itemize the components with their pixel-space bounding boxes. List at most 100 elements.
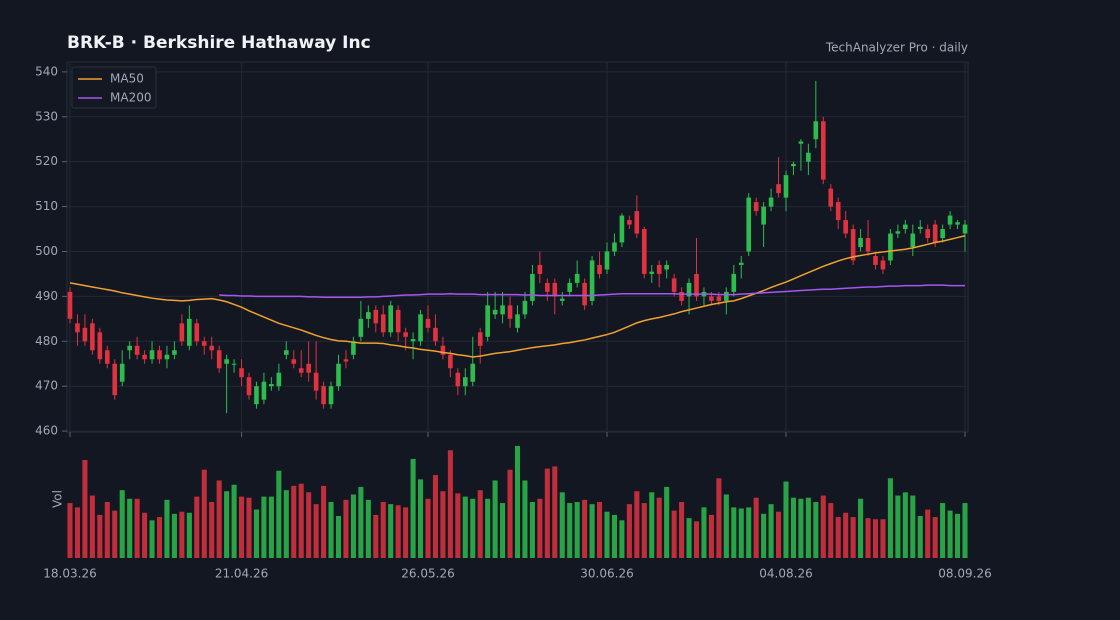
volume-label: Vol — [51, 490, 65, 508]
volume-bar — [418, 479, 424, 558]
volume-bar — [261, 496, 267, 558]
volume-bar — [298, 483, 304, 558]
volume-bar — [313, 504, 319, 558]
volume-bar — [425, 498, 431, 558]
volume-bar — [127, 498, 133, 558]
candle-body — [865, 238, 871, 252]
volume-bar — [768, 504, 774, 558]
volume-bar — [67, 503, 73, 558]
candle-body — [641, 229, 647, 274]
candle-body — [358, 318, 364, 337]
volume-bar — [887, 478, 893, 558]
candle-body — [574, 273, 580, 283]
volume-bar — [649, 492, 655, 558]
candle-body — [828, 188, 834, 207]
volume-bar — [283, 490, 289, 558]
volume-bar — [216, 480, 222, 558]
candle-body — [582, 282, 587, 306]
volume-bar — [350, 494, 356, 558]
candle-body — [627, 220, 632, 225]
candle-body — [164, 354, 170, 360]
volume-bar — [74, 507, 80, 558]
volume-bar — [880, 519, 886, 558]
candle-body — [462, 377, 468, 387]
candle-body — [955, 222, 960, 225]
candle-body — [537, 264, 543, 274]
candle-body — [619, 215, 625, 243]
x-tick-label: 30.06.26 — [580, 567, 633, 581]
candle-body — [127, 345, 132, 351]
volume-bar — [447, 450, 453, 558]
y-tick-label: 540 — [35, 64, 58, 78]
candle-body — [90, 323, 95, 351]
candle-body — [791, 163, 796, 167]
volume-bar — [246, 497, 252, 558]
volume-bar — [492, 480, 498, 558]
volume-bar — [641, 503, 647, 558]
volume-bar — [835, 517, 841, 558]
volume-bar — [209, 502, 215, 558]
candle-body — [231, 363, 237, 365]
volume-bar — [321, 485, 327, 558]
candle-body — [269, 383, 274, 387]
candle-body — [910, 233, 916, 247]
candle-body — [917, 226, 923, 230]
volume-bar — [500, 503, 506, 558]
volume-bar — [895, 495, 901, 558]
candle-body — [649, 271, 655, 274]
volume-bar — [201, 469, 207, 558]
x-tick-label: 04.08.26 — [759, 567, 812, 581]
volume-bar — [925, 509, 931, 558]
candle-body — [366, 312, 371, 319]
volume-bar — [395, 505, 401, 558]
candle-body — [634, 211, 640, 234]
candle-body — [403, 332, 408, 337]
volume-bar — [738, 508, 744, 558]
candle-body — [448, 354, 453, 369]
candle-body — [455, 372, 461, 387]
candle-body — [761, 206, 766, 225]
volume-bar — [865, 518, 871, 558]
candle-body — [679, 291, 684, 301]
candle-body — [380, 314, 386, 333]
candle-body — [179, 323, 185, 342]
volume-bar — [388, 504, 394, 558]
candle-body — [373, 309, 379, 324]
candle-body — [806, 152, 811, 162]
volume-bar — [89, 495, 95, 558]
candle-body — [104, 350, 110, 364]
volume-bar — [358, 486, 364, 558]
volume-bar — [858, 498, 864, 558]
candle-body — [895, 231, 901, 234]
volume-bar — [589, 504, 595, 558]
volume-bar — [380, 502, 386, 558]
volume-bar — [186, 512, 192, 558]
candle-body — [470, 363, 476, 382]
y-tick-label: 530 — [35, 109, 58, 123]
candle-body — [172, 350, 177, 355]
candle-body — [119, 363, 125, 382]
volume-bar — [507, 469, 513, 558]
volume-bar — [335, 516, 342, 558]
x-tick-label: 18.03.26 — [43, 567, 96, 581]
volume-bar — [544, 468, 550, 558]
volume-bar — [783, 481, 789, 558]
candle-body — [522, 300, 528, 315]
volume-bar — [403, 507, 409, 558]
volume-bar — [656, 497, 662, 558]
candle-body — [134, 345, 140, 355]
candle-body — [492, 309, 498, 315]
candle-body — [813, 121, 819, 140]
volume-bar — [432, 475, 438, 558]
candle-body — [604, 251, 610, 270]
volume-bar — [291, 485, 297, 558]
candle-body — [903, 224, 908, 230]
candle-body — [500, 305, 505, 315]
candle-body — [545, 282, 550, 292]
candle-body — [709, 296, 714, 301]
candle-body — [798, 141, 804, 144]
candle-body — [731, 273, 737, 292]
volume-bar — [134, 498, 140, 558]
candle-body — [530, 273, 535, 301]
